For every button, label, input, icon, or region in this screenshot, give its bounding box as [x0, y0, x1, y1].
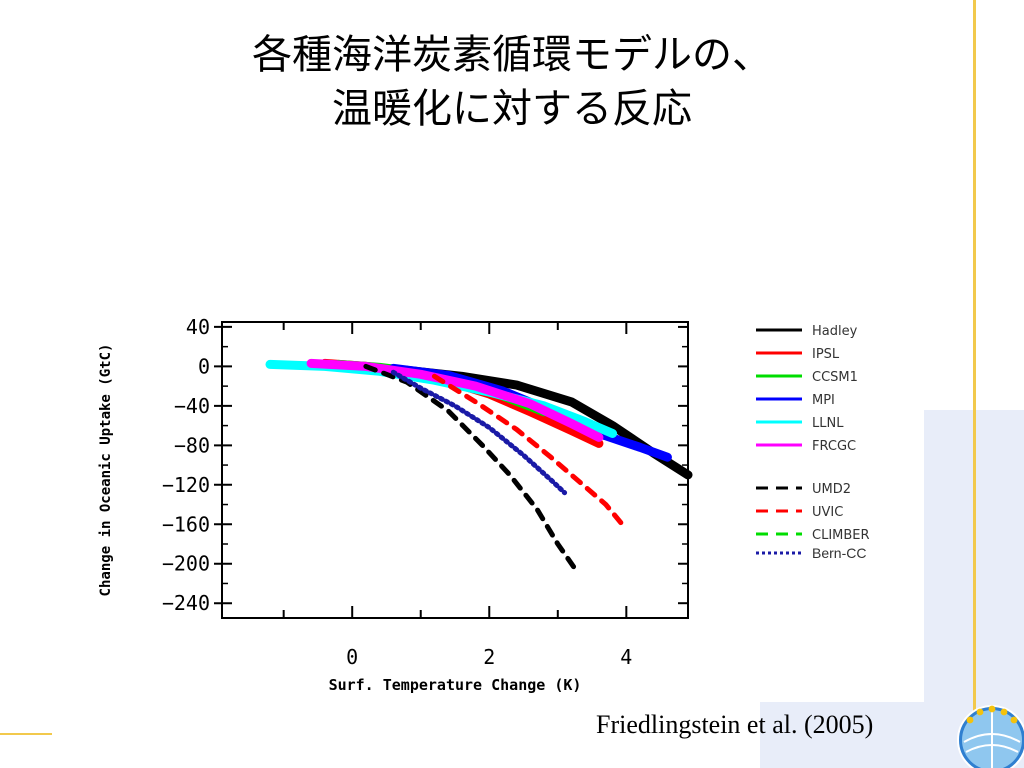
chart-panel: 40 0 −40 −80 −120 −160 −200 −240 0 2 4 Surf. Temper…	[88, 310, 924, 702]
legend-label-uvic: UVIC	[812, 505, 843, 520]
y-tick-label: −120	[162, 473, 210, 497]
y-tick-label: −160	[162, 512, 210, 536]
series-line-uvic	[431, 373, 629, 532]
legend-label-ipsl: IPSL	[812, 347, 840, 362]
legend-label-hadley: Hadley	[812, 324, 858, 339]
y-tick-label: −200	[162, 552, 210, 576]
y-tick-label: −240	[162, 591, 210, 615]
legend-label-mpi: MPI	[812, 393, 835, 408]
legend-label-climber: CLIMBER	[812, 528, 870, 543]
y-tick-label: −80	[174, 433, 210, 457]
legend-label-bern-cc: Bern-CC	[812, 545, 866, 561]
slide-title: 各種海洋炭素循環モデルの、 温暖化に対する反応	[0, 28, 1024, 136]
legend-label-llnl: LLNL	[812, 416, 844, 431]
globe-logo-icon	[957, 705, 1024, 768]
series-line-bern-cc	[390, 369, 568, 496]
legend-label-frcgc: FRCGC	[812, 439, 856, 454]
x-tick-label: 0	[346, 645, 358, 669]
title-line-1: 各種海洋炭素循環モデルの、	[252, 32, 772, 78]
title-line-2: 温暖化に対する反応	[332, 86, 692, 132]
y-tick-label: −40	[174, 394, 210, 418]
x-tick-label: 2	[483, 645, 495, 669]
y-tick-label: 0	[198, 354, 210, 378]
legend-label-umd2: UMD2	[812, 482, 851, 497]
x-axis-label: Surf. Temperature Change (K)	[329, 676, 582, 694]
legend-label-ccsm1: CCSM1	[812, 370, 858, 385]
series-line-umd2	[363, 363, 581, 577]
y-tick-label: 40	[186, 315, 210, 339]
x-tick-label: 4	[620, 645, 632, 669]
chart: 40 0 −40 −80 −120 −160 −200 −240 0 2 4 Surf. Temper…	[98, 315, 870, 694]
gold-vertical-rule	[973, 0, 976, 768]
y-axis-label: Change in Oceanic Uptake (GtC)	[98, 344, 114, 597]
gold-bottom-rule	[0, 733, 52, 735]
citation: Friedlingstein et al. (2005)	[596, 710, 874, 739]
